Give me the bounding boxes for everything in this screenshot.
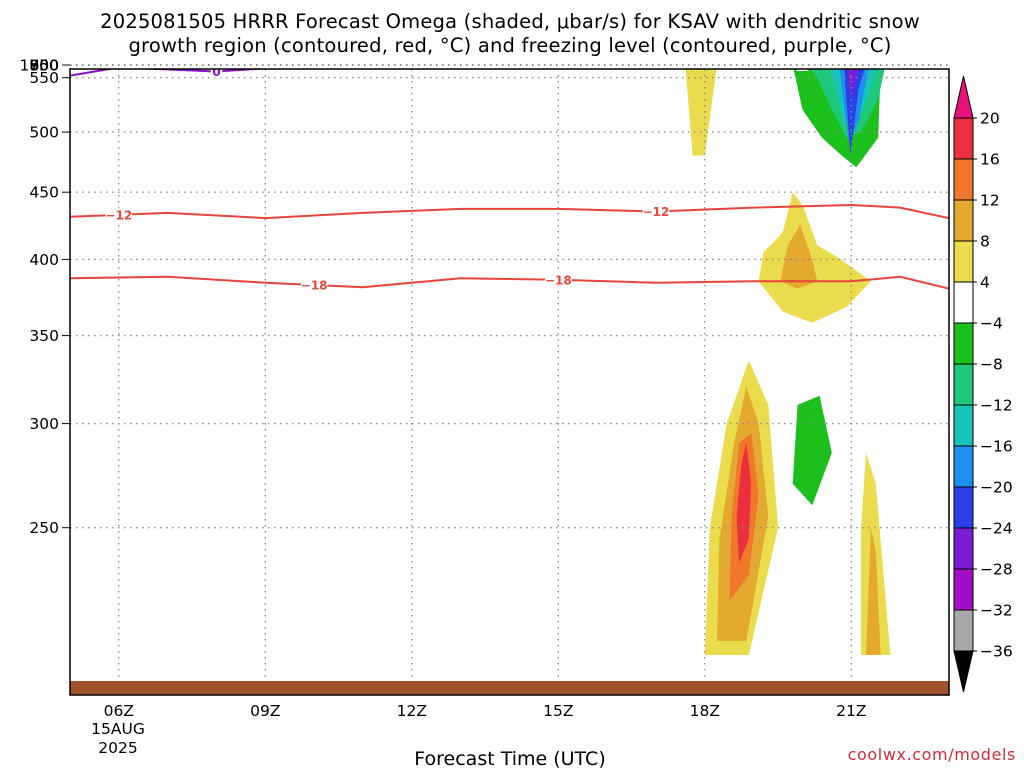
contour-label-neg12-1: −12 [643,205,670,219]
omega-shading [685,69,949,655]
colorbar-bottom-arrow [953,650,974,693]
colorbar-bin-neg8 [953,322,974,365]
contour-label-bg [545,272,572,286]
y-tick-label-900: 900 [29,57,59,75]
colorbar-label-0: 20 [980,110,1000,128]
colorbar-bin-4 [953,240,974,283]
y-tick-label-400: 400 [29,251,59,269]
colorbar-bin-neg24 [953,486,974,529]
colorbar-bin-neg28 [953,527,974,570]
y-tick-label-950: 950 [29,57,59,75]
x-year-label: 2025 [98,739,137,757]
y-tick-label-250: 250 [29,519,59,537]
colorbar-bin-neg32 [953,568,974,611]
y-tick-label-750: 750 [29,57,59,75]
colorbar-top-arrow [953,75,974,119]
contour-label-bg [300,277,328,291]
chart-title-line-1: 2025081505 HRRR Forecast Omega (shaded, … [100,10,920,33]
main-descent-core-level-neg28 [846,69,858,99]
contour-label-0-0: 0 [212,65,220,79]
colorbar-label-12: −32 [980,602,1013,620]
lower-left-ascent-column-level-4 [685,69,717,156]
x-tick-label-12Z: 12Z [397,702,427,720]
ground-strip [70,681,949,695]
contour-neg12 [70,203,949,220]
x-date-label: 15AUG [91,720,145,738]
y-tick-label-800: 800 [29,57,59,75]
x-axis-title: Forecast Time (UTC) [414,748,605,768]
colorbar-label-9: −20 [980,479,1013,497]
watermark: coolwx.com/models [848,745,1016,764]
y-tick-label-850: 850 [29,57,59,75]
x-axis-time-labels: 06Z 09Z 12Z 15Z 18Z 21Z [104,702,867,720]
colorbar-label-5: −4 [980,315,1003,333]
omega-colorbar [953,75,974,693]
y-tick-label-700: 700 [29,57,59,75]
y-tick-label-450: 450 [29,184,59,202]
main-descent-core-level-neg24 [844,69,865,156]
upper-ascent-cell-level-16 [736,443,752,563]
contour-label-bg [796,69,809,71]
colorbar-label-13: −36 [980,643,1013,661]
colorbar-label-3: 8 [980,233,990,251]
y-tick-label-650: 650 [29,57,59,75]
contour-label-bg [642,204,670,218]
contour-label-bg [552,69,565,71]
y-tick-label-350: 350 [29,327,59,345]
x-tick-label-06Z: 06Z [104,702,134,720]
x-tick-label-09Z: 09Z [250,702,280,720]
colorbar-label-4: 4 [980,274,990,292]
colorbar-bin-neg20 [953,445,974,488]
contour-label-0-1: 0 [554,59,562,73]
colorbar-bin-neg16 [953,404,974,447]
y-tick-label-550: 550 [29,69,59,87]
colorbar-label-10: −24 [980,520,1013,538]
x-tick-label-21Z: 21Z [836,702,866,720]
right-edge-descent-level-neg4 [931,443,949,628]
colorbar-bin-16 [953,117,974,160]
temperature-contours: −18 −18 −12 −12 0 0 0 [70,59,949,292]
x-tick-label-18Z: 18Z [690,702,720,720]
colorbar-label-2: 12 [980,192,1000,210]
colorbar-bin-neg4 [953,281,974,324]
colorbar-label-8: −16 [980,438,1013,456]
contour-label-neg18-0: −18 [301,278,328,292]
colorbar-bin-neg36 [953,609,974,652]
grid-lines [62,64,949,681]
contour-label-neg18-1: −18 [545,273,572,287]
colorbar-labels: 20 16 12 8 4 −4 −8 −12 −16 −20 −24 −28 −32 −36 [973,110,1013,661]
contour-label-0-2: 0 [798,59,806,73]
colorbar-label-6: −8 [980,356,1003,374]
colorbar-label-7: −12 [980,397,1013,415]
contour-0 [70,69,272,77]
contour-label-bg [105,207,133,221]
mid-ascent-cell-level-4 [758,192,871,323]
y-tick-label-300: 300 [29,415,59,433]
colorbar-bin-neg12 [953,363,974,406]
y-tick-label-1000: 1000 [20,57,59,75]
chart-title-line-2: growth region (contoured, red, °C) and f… [128,34,891,57]
mid-ascent-cell-level-8 [780,224,818,289]
y-axis-pressure-labels: 250 300 350 400 450 500 5506006507007508008509… [20,57,59,538]
plot-border [69,68,950,696]
colorbar-bin-12 [953,158,974,201]
y-tick-label-600: 600 [29,57,59,75]
top-right-ascent-strip-level-8 [866,527,881,655]
colorbar-bin-8 [953,199,974,242]
contour-label-bg [210,69,223,78]
colorbar-label-11: −28 [980,561,1013,579]
colorbar-label-1: 16 [980,151,1000,169]
plot-area: −18 −18 −12 −12 0 0 0 [62,59,950,696]
x-tick-label-15Z: 15Z [543,702,573,720]
contour-label-neg12-0: −12 [105,208,132,222]
y-tick-label-500: 500 [29,124,59,142]
